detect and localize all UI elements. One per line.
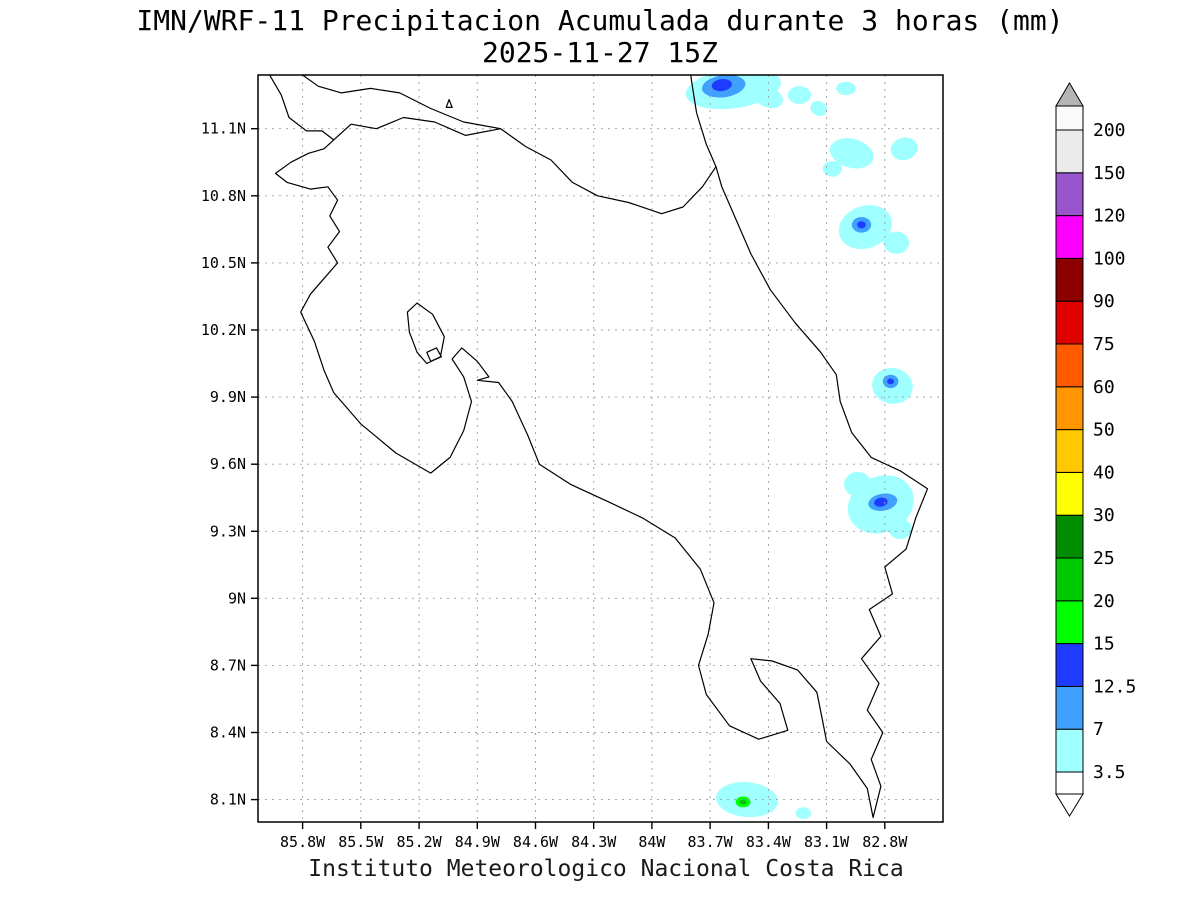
colorbar-segment [1055,386,1084,431]
precip-cell [890,137,918,161]
axis-ticks-and-labels: 85.8W 85.5W 85.2W 84.9W 84.6W 84.3W 84W 83.7W 83… [201,120,909,851]
colorbar-level-label: 150 [1093,163,1126,184]
colorbar-segment [1055,343,1084,388]
precip-cell [822,161,843,177]
colorbar-level-label: 15 [1093,634,1115,655]
precip-cell [857,221,866,229]
colorbar-level-label: 30 [1093,505,1115,526]
x-tick-label: 83.7W [688,833,734,851]
x-tick-label: 82.8W [862,833,908,851]
x-tick-label: 85.5W [338,833,384,851]
colorbar-segment [1055,257,1084,302]
y-tick-label: 8.4N [210,724,246,742]
x-tick-label: 84.9W [455,833,501,851]
colorbar-segment [1055,643,1084,687]
colorbar-segment [1055,514,1084,559]
colorbar-segment [1055,728,1084,773]
map-frame [257,74,944,823]
colorbar-level-label: 200 [1093,120,1126,141]
colorbar-level-label: 40 [1093,462,1115,483]
precip-cell [787,86,812,104]
colorbar-segment [1055,600,1084,645]
colorbar-level-label: 90 [1093,291,1115,312]
gridlines [258,75,943,822]
colorbar-level-label: 60 [1093,377,1115,398]
colorbar-segment [1055,557,1084,602]
colorbar-level-label: 50 [1093,420,1115,441]
x-tick-label: 84.3W [571,833,617,851]
y-tick-label: 10.5N [201,254,246,272]
colorbar-bottom-arrow [1055,793,1084,817]
colorbar-level-label: 20 [1093,591,1115,612]
island-outline [406,302,445,365]
colorbar-level-label: 120 [1093,206,1126,227]
costa-rica-coastline [269,75,929,819]
precip-cell [888,518,912,540]
precip-cell [829,138,874,169]
precip-cell [739,799,747,805]
colorbar-level-label: 7 [1093,719,1104,740]
precip-cell [844,472,872,497]
precipitation-colorbar: 3.5 7 12.5 15 20 25 30 40 50 60 75 90 100 120 150 200 [1055,82,1136,817]
colorbar-segment [1055,685,1084,730]
y-tick-label: 10.2N [201,321,246,339]
colorbar-segment [1055,172,1084,217]
colorbar-segment [1055,129,1084,174]
colorbar-below-segment [1055,771,1084,795]
precip-cell [887,378,895,385]
x-tick-label: 83.1W [804,833,850,851]
y-tick-label: 8.1N [210,791,246,809]
colorbar-top-arrow [1055,82,1084,107]
colorbar-level-label: 12.5 [1093,676,1136,697]
colorbar-segment [1055,300,1084,345]
chart-title: IMN/WRF-11 Precipitacion Acumulada duran… [136,4,1064,37]
y-tick-label: 9N [228,589,246,607]
coastline-path [302,75,502,130]
precip-cell [874,497,888,507]
precipitation-shaded-cells [685,75,918,819]
coastline-path [269,75,929,819]
x-tick-label: 83.4W [746,833,792,851]
colorbar-segment [1055,471,1084,516]
y-tick-label: 9.3N [210,522,246,540]
colorbar-segment [1055,215,1084,259]
colorbar-above-segment [1055,105,1084,131]
colorbar-level-label: 3.5 [1093,762,1126,783]
coastline-path [333,116,717,215]
footer-caption: Instituto Meteorologico Nacional Costa R… [308,856,904,882]
colorbar-level-label: 25 [1093,548,1115,569]
precip-cell [883,231,910,254]
precip-cell [711,78,732,92]
colorbar-level-label: 100 [1093,248,1126,269]
x-tick-label: 84W [638,833,666,851]
colorbar-level-label: 75 [1093,334,1115,355]
x-tick-label: 85.8W [280,833,326,851]
precip-cell [810,101,828,116]
precip-cell [836,81,856,96]
chart-subtitle: 2025-11-27 15Z [481,36,718,69]
y-tick-label: 9.6N [210,455,246,473]
y-tick-label: 11.1N [201,120,246,138]
island-outline [445,99,453,108]
island-outline [426,347,442,362]
colorbar-segment [1055,429,1084,473]
y-tick-label: 9.9N [210,388,246,406]
y-tick-label: 10.8N [201,187,246,205]
x-tick-label: 85.2W [397,833,443,851]
precip-cell [795,807,812,819]
x-tick-label: 84.6W [513,833,559,851]
y-tick-label: 8.7N [210,656,246,674]
